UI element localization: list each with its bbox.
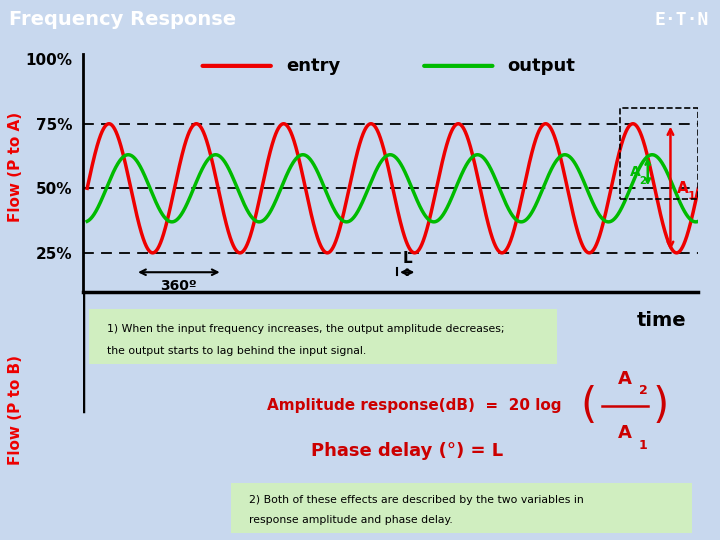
Text: output: output bbox=[508, 57, 575, 75]
Text: A: A bbox=[618, 424, 631, 442]
Text: time: time bbox=[636, 312, 686, 330]
Text: Frequency Response: Frequency Response bbox=[9, 10, 235, 30]
FancyBboxPatch shape bbox=[230, 483, 692, 532]
Text: A: A bbox=[630, 165, 641, 179]
Text: L: L bbox=[402, 251, 412, 266]
Text: Amplitude response(dB)  =  20 log: Amplitude response(dB) = 20 log bbox=[268, 399, 562, 413]
Text: 1) When the input frequency increases, the output amplitude decreases;: 1) When the input frequency increases, t… bbox=[107, 324, 505, 334]
Text: 2) Both of these effects are described by the two variables in: 2) Both of these effects are described b… bbox=[249, 495, 584, 505]
FancyBboxPatch shape bbox=[89, 309, 557, 363]
Text: A: A bbox=[618, 369, 631, 388]
Text: 1: 1 bbox=[639, 439, 647, 452]
Text: the output starts to lag behind the input signal.: the output starts to lag behind the inpu… bbox=[107, 346, 366, 356]
Text: entry: entry bbox=[286, 57, 340, 75]
Text: E·T·N: E·T·N bbox=[654, 11, 709, 29]
Text: Flow (P to B): Flow (P to B) bbox=[9, 355, 23, 465]
Text: ): ) bbox=[652, 385, 668, 427]
Text: 360º: 360º bbox=[161, 279, 197, 293]
Text: Phase delay (°) = L: Phase delay (°) = L bbox=[310, 442, 503, 460]
Text: 1: 1 bbox=[688, 191, 696, 201]
Text: 2: 2 bbox=[639, 384, 647, 397]
Text: response amplitude and phase delay.: response amplitude and phase delay. bbox=[249, 515, 453, 525]
Text: 2: 2 bbox=[639, 176, 646, 186]
Text: A: A bbox=[677, 181, 688, 196]
Text: (: ( bbox=[580, 385, 597, 427]
Text: Flow (P to A): Flow (P to A) bbox=[9, 112, 23, 222]
